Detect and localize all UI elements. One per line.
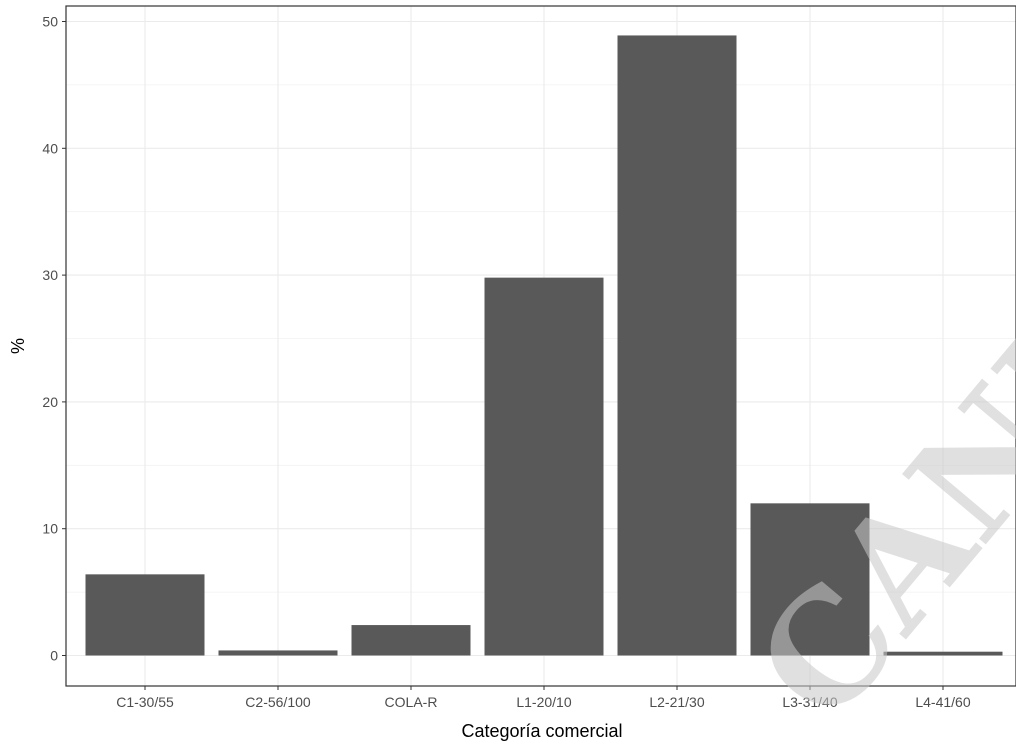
x-tick-label: L2-21/30 [649, 694, 704, 710]
y-tick-label: 40 [42, 140, 58, 156]
x-tick-label: L3-31/40 [782, 694, 837, 710]
bar [617, 35, 737, 656]
y-tick-label: 20 [42, 394, 58, 410]
bar [218, 650, 338, 656]
y-axis: 0 10 20 30 40 50 [42, 14, 66, 664]
x-tick-label: L1-20/10 [516, 694, 571, 710]
x-tick-label: COLA-R [385, 694, 438, 710]
watermark: CANDIDATE [723, 0, 1016, 745]
bar [85, 574, 205, 656]
x-axis-title: Categoría comercial [461, 721, 622, 741]
bar [484, 277, 604, 656]
x-axis: C1-30/55 C2-56/100 COLA-R L1-20/10 L2-21/30 L… [116, 686, 971, 710]
y-tick-label: 50 [42, 14, 58, 30]
y-tick-label: 0 [50, 648, 58, 664]
y-tick-label: 30 [42, 267, 58, 283]
bar [883, 651, 1003, 656]
y-axis-title: % [8, 338, 28, 354]
x-tick-label: L4-41/60 [915, 694, 970, 710]
x-tick-label: C1-30/55 [116, 694, 174, 710]
y-tick-label: 10 [42, 521, 58, 537]
bar [750, 503, 870, 656]
bar [351, 625, 471, 656]
x-tick-label: C2-56/100 [245, 694, 311, 710]
bars [85, 35, 1003, 656]
plot-panel-border [65, 5, 1016, 687]
